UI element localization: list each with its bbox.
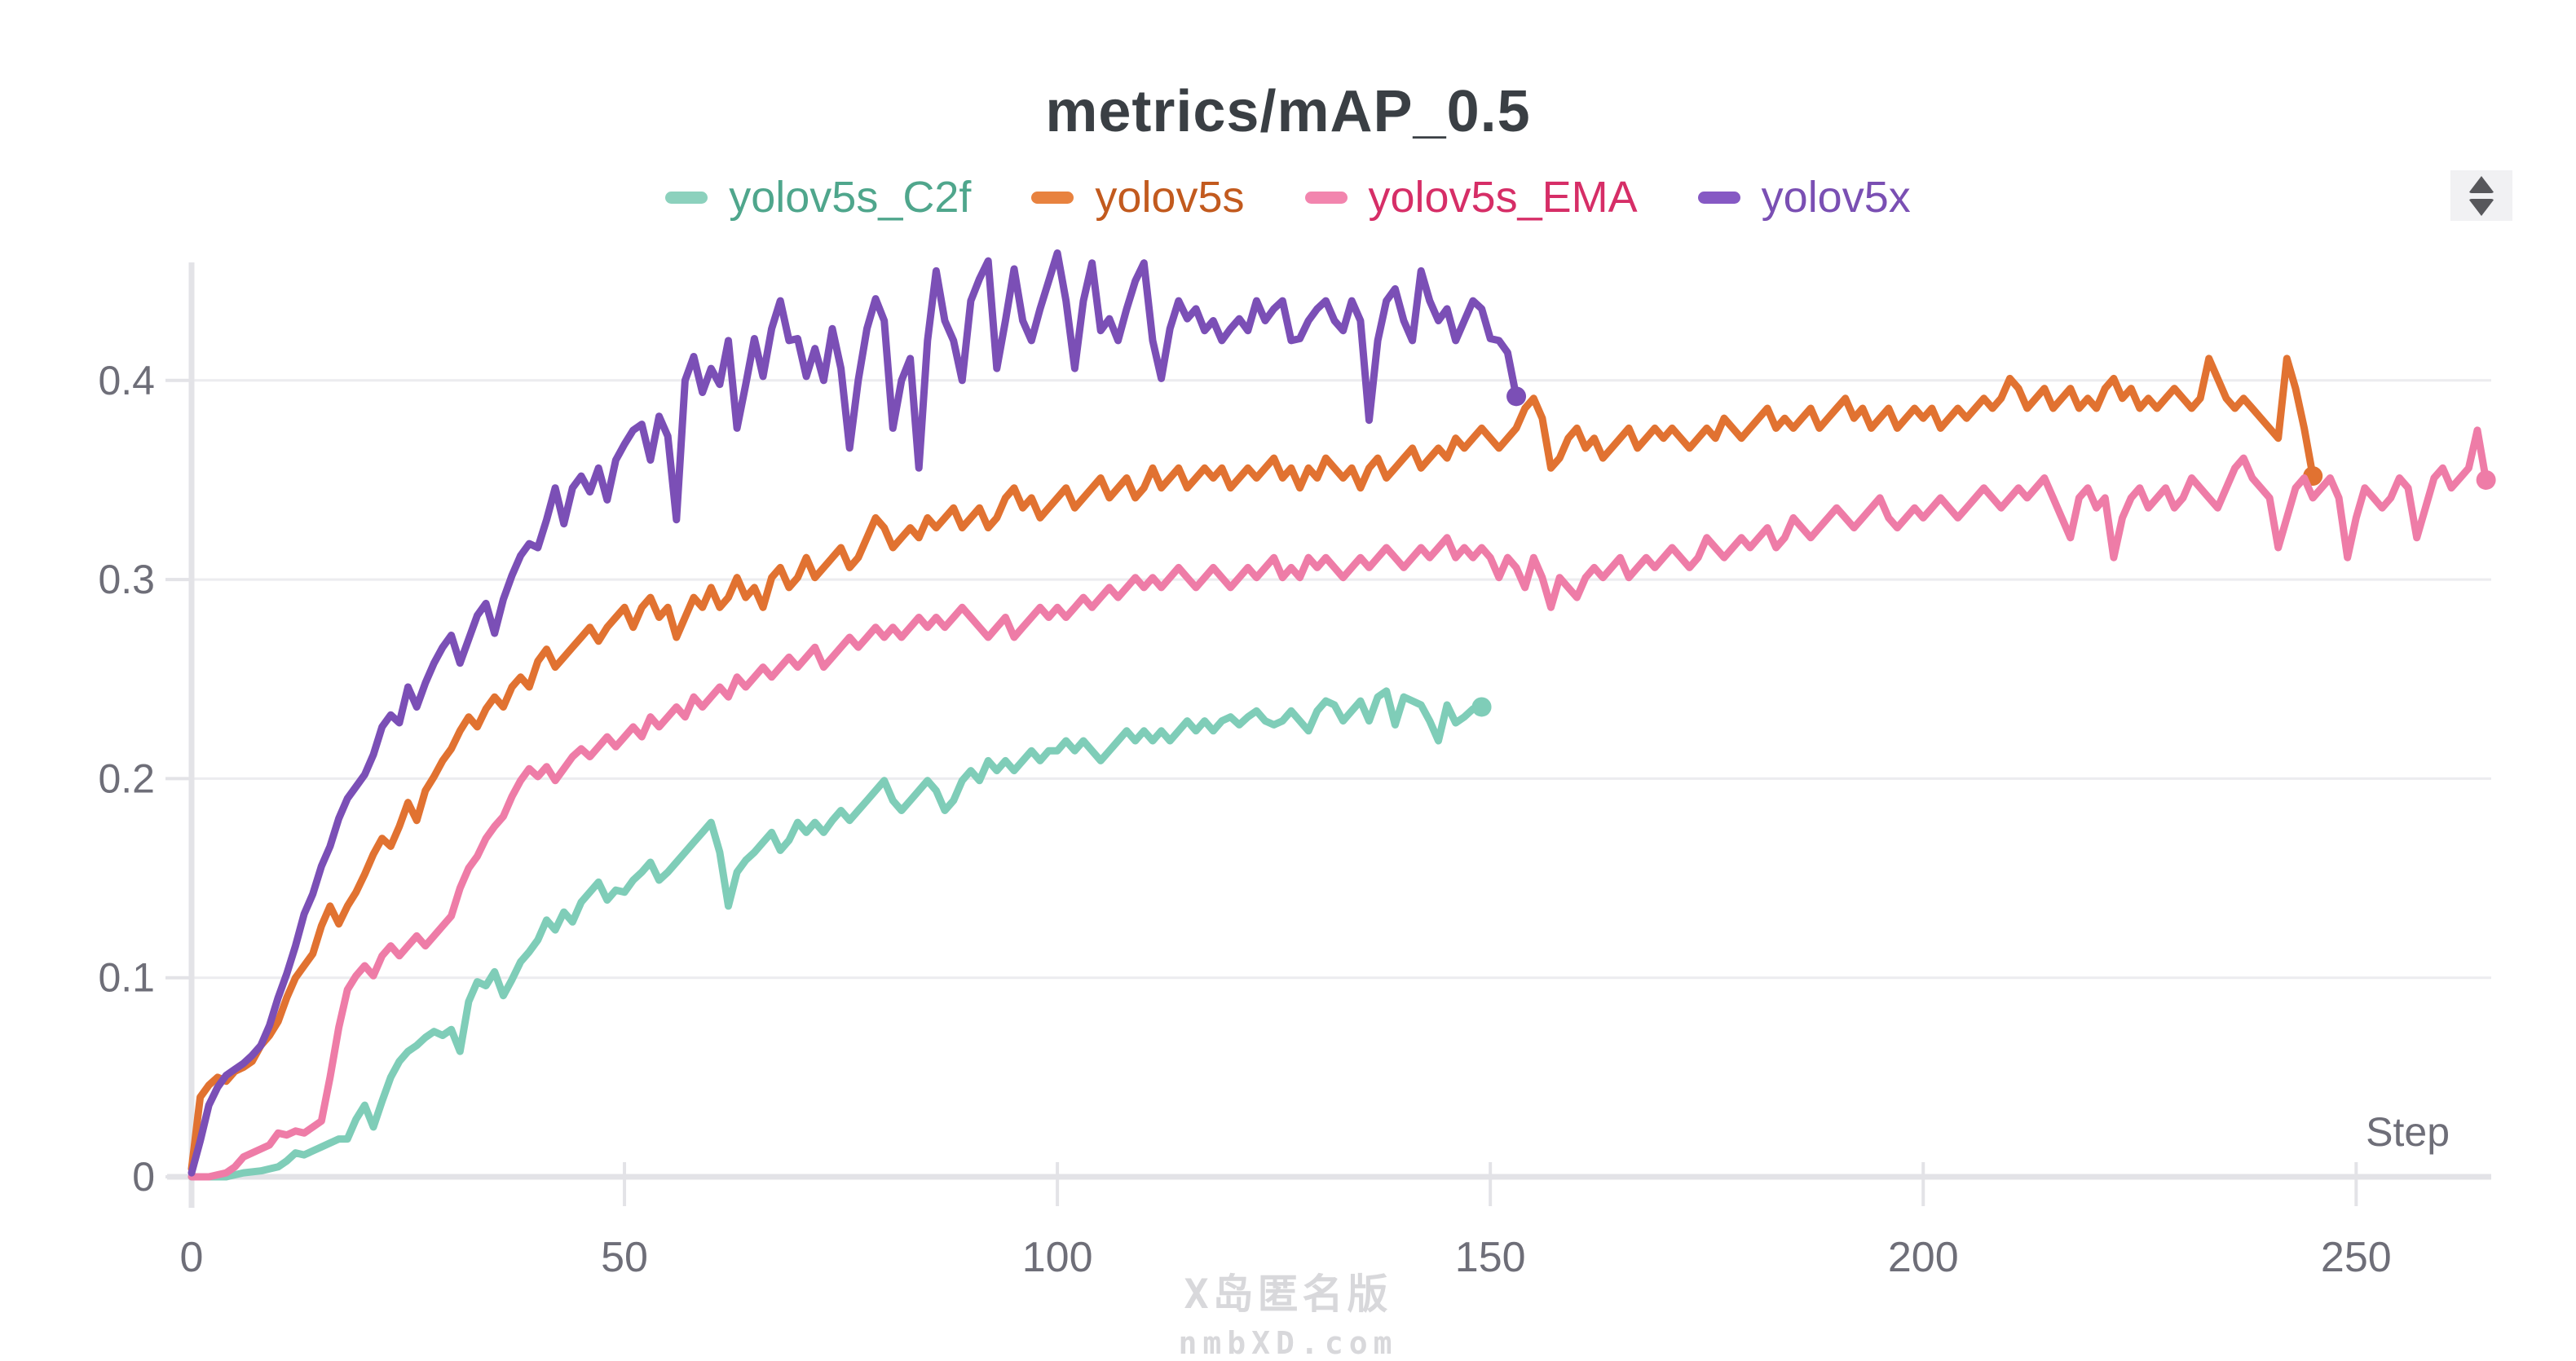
legend-dash-icon (1304, 191, 1348, 204)
series-line-yolov5s_EMA (187, 426, 2490, 1181)
legend-item-yolov5s_C2f[interactable]: yolov5s_C2f (665, 175, 971, 219)
legend-label: yolov5s_EMA (1368, 173, 1638, 222)
y-tick-label: 0.4 (98, 358, 155, 403)
series-end-dot-yolov5s_EMA (2476, 469, 2496, 490)
legend-item-yolov5x[interactable]: yolov5x (1697, 173, 1911, 222)
legend-item-yolov5s[interactable]: yolov5s (1031, 173, 1245, 222)
series-end-dot-yolov5s_C2f (1471, 697, 1492, 717)
legend-dash-icon (665, 191, 708, 204)
y-tick-label: 0.2 (98, 755, 155, 801)
page-title: metrics/mAP_0.5 (1045, 79, 1531, 144)
y-tick-label: 0.1 (98, 955, 155, 1001)
legend-item-yolov5s_EMA[interactable]: yolov5s_EMA (1304, 173, 1638, 222)
legend-dash-icon (1697, 191, 1740, 204)
x-tick-label: 250 (2321, 1234, 2392, 1281)
legend-label: yolov5s (1095, 173, 1245, 222)
series-line-yolov5s_C2f (187, 687, 1486, 1181)
y-tick-label: 0.3 (98, 557, 155, 602)
series-end-dot-yolov5x (1506, 386, 1527, 407)
series-line-yolov5x (187, 249, 1520, 1177)
legend-label: yolov5x (1761, 173, 1911, 222)
sort-button[interactable] (2450, 170, 2512, 221)
x-axis-label: Step (2366, 1109, 2450, 1155)
sort-up-icon (2468, 175, 2494, 193)
legend-dash-icon (1031, 191, 1074, 204)
x-tick-label: 150 (1455, 1234, 1526, 1281)
y-tick-label: 0 (132, 1154, 155, 1200)
x-tick-label: 0 (180, 1234, 204, 1281)
x-tick-label: 200 (1888, 1234, 1959, 1281)
legend-label: yolov5s_C2f (729, 173, 972, 222)
series-line-yolov5s (187, 355, 2317, 1173)
sort-down-icon (2468, 198, 2494, 216)
x-tick-label: 50 (601, 1234, 648, 1281)
x-tick-label: 100 (1022, 1234, 1093, 1281)
legend: yolov5s_C2f yolov5s yolov5s_EMA yolov5x (0, 168, 2576, 227)
